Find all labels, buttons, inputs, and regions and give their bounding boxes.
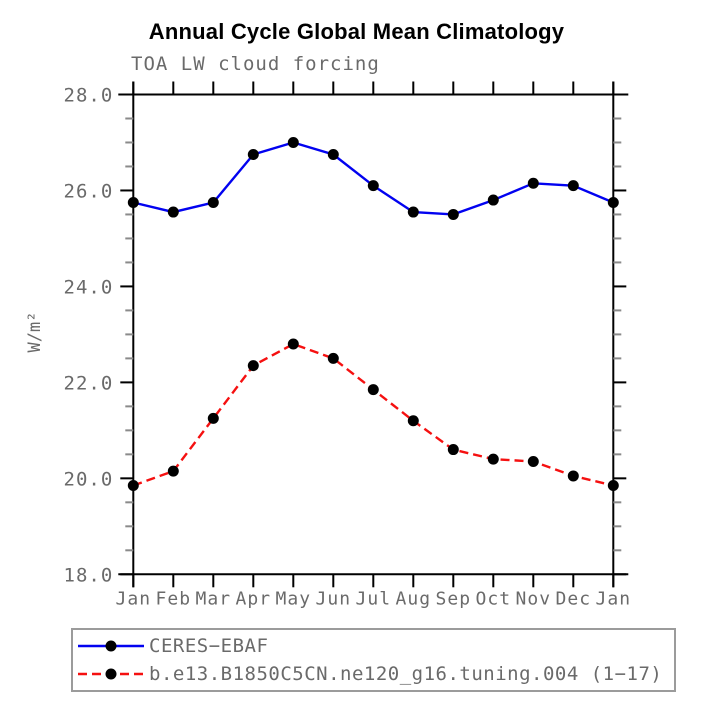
series-0 bbox=[127, 136, 619, 220]
data-point bbox=[447, 208, 459, 220]
y-tick-label: 20.0 bbox=[64, 468, 114, 490]
data-point bbox=[167, 206, 179, 218]
data-point bbox=[367, 180, 379, 192]
y-tick-label: 26.0 bbox=[64, 180, 114, 202]
legend-sample-line-ceres bbox=[76, 634, 146, 658]
data-point bbox=[527, 456, 539, 468]
data-point bbox=[367, 384, 379, 396]
x-tick-label: Sep bbox=[436, 588, 472, 609]
legend-row-model: b.e13.B1850C5CN.ne120_g16.tuning.004 (1−… bbox=[76, 660, 674, 688]
data-point bbox=[327, 352, 339, 364]
chart-title: Annual Cycle Global Mean Climatology bbox=[148, 19, 565, 44]
data-point bbox=[607, 196, 619, 208]
legend-row-ceres: CERES−EBAF bbox=[76, 632, 674, 660]
x-tick-label: Jun bbox=[316, 588, 352, 609]
plot-area: Jan Feb Mar Apr May Jun Jul Aug Sep Oct Nov Dec Jan1… bbox=[64, 81, 632, 609]
legend-sample-line-model bbox=[76, 662, 146, 686]
data-point bbox=[247, 360, 259, 372]
data-point bbox=[607, 480, 619, 492]
y-tick-label: 22.0 bbox=[64, 372, 114, 394]
x-tick-label: May bbox=[276, 588, 312, 609]
data-point bbox=[327, 148, 339, 160]
y-tick-label: 24.0 bbox=[64, 276, 114, 298]
data-point bbox=[167, 465, 179, 477]
data-point bbox=[447, 444, 459, 456]
x-tick-label: Jan bbox=[116, 588, 152, 609]
x-tick-label: Oct bbox=[476, 588, 512, 609]
y-tick-label: 28.0 bbox=[64, 85, 114, 107]
x-tick-label: Nov bbox=[516, 588, 552, 609]
x-tick-label: Jul bbox=[356, 588, 392, 609]
y-tick-label: 18.0 bbox=[64, 564, 114, 586]
x-tick-label: Mar bbox=[196, 588, 232, 609]
data-point bbox=[407, 415, 419, 427]
data-point bbox=[567, 180, 579, 192]
axes: Jan Feb Mar Apr May Jun Jul Aug Sep Oct Nov Dec Jan1… bbox=[64, 81, 632, 609]
legend-box: CERES−EBAF b.e13.B1850C5CN.ne120_g16.tun… bbox=[71, 628, 676, 692]
data-point bbox=[207, 412, 219, 424]
chart-subtitle: TOA LW cloud forcing bbox=[131, 53, 380, 75]
data-point bbox=[407, 206, 419, 218]
data-point bbox=[487, 453, 499, 465]
data-point bbox=[567, 470, 579, 482]
data-point bbox=[247, 148, 259, 160]
data-point bbox=[287, 338, 299, 350]
data-point bbox=[127, 480, 139, 492]
data-point bbox=[287, 136, 299, 148]
data-point bbox=[127, 196, 139, 208]
x-tick-label: Jan bbox=[596, 588, 632, 609]
x-tick-label: Aug bbox=[396, 588, 432, 609]
data-point bbox=[207, 196, 219, 208]
legend-label-model: b.e13.B1850C5CN.ne120_g16.tuning.004 (1−… bbox=[149, 663, 663, 685]
x-tick-label: Feb bbox=[156, 588, 192, 609]
x-tick-label: Apr bbox=[236, 588, 272, 609]
series-1 bbox=[127, 338, 619, 492]
x-tick-label: Dec bbox=[556, 588, 592, 609]
legend-label-ceres: CERES−EBAF bbox=[149, 635, 269, 657]
data-point bbox=[527, 177, 539, 189]
data-point bbox=[487, 194, 499, 206]
